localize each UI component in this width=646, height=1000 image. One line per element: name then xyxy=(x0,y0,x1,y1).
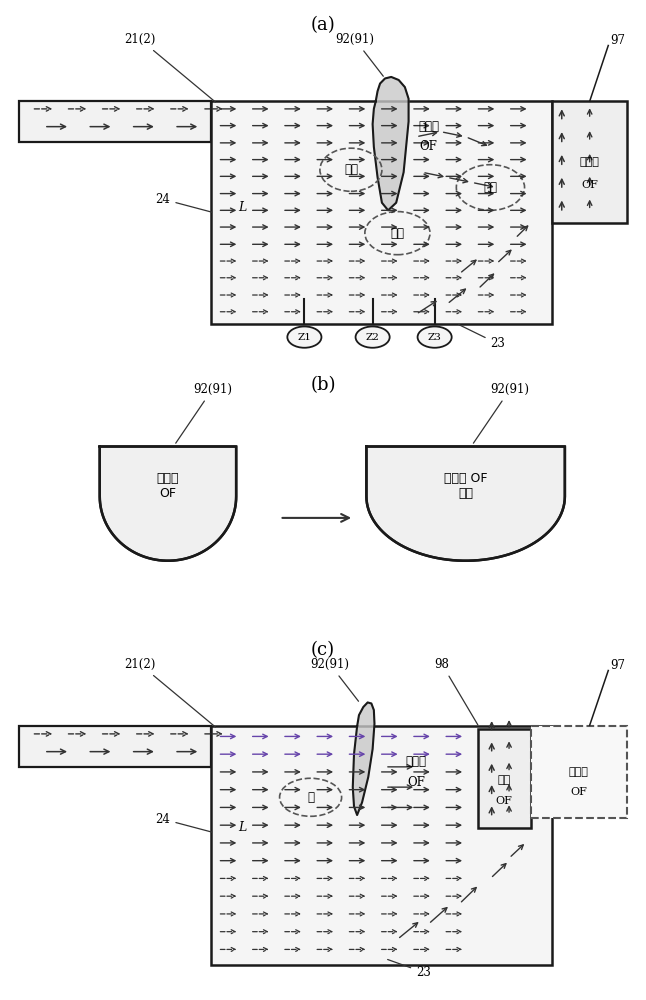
Text: 伸长: 伸长 xyxy=(458,487,473,500)
Text: 97: 97 xyxy=(610,34,625,47)
Text: 第１级: 第１级 xyxy=(418,120,439,133)
Ellipse shape xyxy=(417,326,452,348)
Ellipse shape xyxy=(287,326,322,348)
Polygon shape xyxy=(353,702,375,815)
Text: 背側: 背側 xyxy=(497,775,511,785)
Text: 阻力: 阻力 xyxy=(344,163,358,176)
Text: 第１级 OF: 第１级 OF xyxy=(444,472,487,485)
Text: 23: 23 xyxy=(388,959,431,979)
Text: 21(2): 21(2) xyxy=(125,33,215,102)
Bar xyxy=(19,101,211,142)
Bar xyxy=(19,726,211,767)
Text: 第１级: 第１级 xyxy=(406,755,426,768)
Text: OF: OF xyxy=(581,180,598,190)
Text: (c): (c) xyxy=(311,641,335,659)
Text: (a): (a) xyxy=(311,16,335,34)
Text: OF: OF xyxy=(495,796,512,806)
Text: OF: OF xyxy=(419,140,437,153)
Text: 97: 97 xyxy=(610,659,625,672)
Text: 92(91): 92(91) xyxy=(311,658,359,701)
Polygon shape xyxy=(366,446,565,561)
Text: Z3: Z3 xyxy=(428,333,442,342)
Text: 92(91): 92(91) xyxy=(474,383,530,443)
Bar xyxy=(478,729,531,828)
Text: 第２级: 第２级 xyxy=(568,767,589,777)
Text: 密: 密 xyxy=(307,791,314,804)
Text: 第２级: 第２级 xyxy=(579,157,599,167)
Text: L: L xyxy=(238,201,247,214)
Bar xyxy=(211,726,552,965)
Text: L: L xyxy=(238,821,247,834)
Text: 高速: 高速 xyxy=(390,227,404,240)
Text: 24: 24 xyxy=(156,193,212,212)
Bar xyxy=(211,101,552,324)
Text: OF: OF xyxy=(407,776,425,789)
Text: 92(91): 92(91) xyxy=(335,33,383,76)
Ellipse shape xyxy=(355,326,390,348)
Text: 24: 24 xyxy=(156,813,212,832)
Text: 21(2): 21(2) xyxy=(125,658,215,727)
Text: Z2: Z2 xyxy=(366,333,380,342)
Text: 第１级: 第１级 xyxy=(157,472,179,485)
Polygon shape xyxy=(373,77,408,210)
Text: OF: OF xyxy=(570,787,587,797)
Text: (b): (b) xyxy=(310,376,336,394)
Bar xyxy=(531,726,627,818)
Bar xyxy=(552,101,627,223)
Text: OF: OF xyxy=(160,487,176,500)
Text: 92(91): 92(91) xyxy=(176,383,232,443)
Text: 98: 98 xyxy=(435,658,478,725)
Text: 开放: 开放 xyxy=(483,181,497,194)
Text: 23: 23 xyxy=(459,325,505,350)
Polygon shape xyxy=(99,446,236,561)
Text: Z1: Z1 xyxy=(297,333,311,342)
